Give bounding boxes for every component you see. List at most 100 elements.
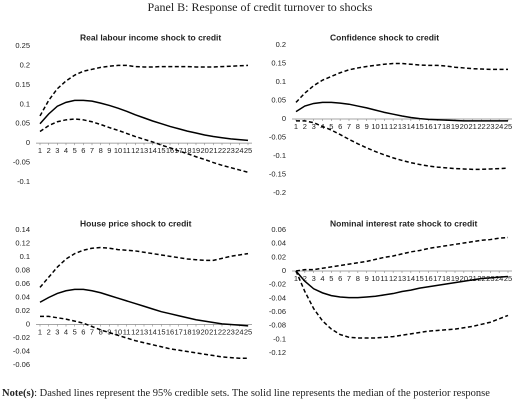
chart-title: Real labour income shock to credit <box>80 32 221 42</box>
median-line <box>39 288 249 327</box>
y-tick-label: 0.2 <box>276 40 286 49</box>
x-tick-label: 16 <box>166 146 174 155</box>
x-tick-label: 21 <box>209 146 217 155</box>
band-line <box>295 270 509 339</box>
x-tick-label: 24 <box>235 327 243 336</box>
y-tick-label: -0.08 <box>269 321 286 330</box>
x-tick-label: 6 <box>81 327 85 336</box>
x-tick-label: 19 <box>451 122 459 131</box>
chart-title: Nominal interest rate shock to credit <box>330 218 478 228</box>
band-line <box>39 246 249 288</box>
x-tick-label: 12 <box>389 122 397 131</box>
x-tick-label: 6 <box>81 146 85 155</box>
y-tick-label: -0.06 <box>13 360 30 369</box>
x-tick-label: 2 <box>47 327 51 336</box>
x-tick-label: 24 <box>495 122 503 131</box>
band-line <box>295 236 509 272</box>
x-tick-label: 9 <box>107 146 111 155</box>
band-line <box>39 118 249 174</box>
x-tick-label: 5 <box>73 146 77 155</box>
x-tick-label: 1 <box>38 146 42 155</box>
y-tick-label: 0.02 <box>15 306 30 315</box>
x-tick-label: 1 <box>38 327 42 336</box>
x-tick-label: 16 <box>424 122 432 131</box>
x-tick-label: 20 <box>460 122 468 131</box>
x-tick-label: 15 <box>415 122 423 131</box>
x-tick-label: 7 <box>90 146 94 155</box>
x-tick-label: 5 <box>329 122 333 131</box>
y-tick-label: -0.12 <box>269 348 286 357</box>
y-tick-label: -0.2 <box>273 188 286 197</box>
y-tick-label: -0.05 <box>269 132 286 141</box>
note-text: : Dashed lines represent the 95% credibl… <box>34 388 490 399</box>
y-tick-label: 0.05 <box>271 95 286 104</box>
x-tick-label: 13 <box>140 327 148 336</box>
x-tick-label: 11 <box>123 327 131 336</box>
y-tick-label: -0.04 <box>13 346 30 355</box>
x-tick-label: 3 <box>55 327 59 336</box>
x-tick-label: 19 <box>192 327 200 336</box>
x-tick-label: 10 <box>371 122 379 131</box>
x-tick-label: 8 <box>99 146 103 155</box>
x-tick-label: 24 <box>235 146 243 155</box>
x-tick-label: 19 <box>451 274 459 283</box>
y-tick-label: 0.1 <box>20 252 30 261</box>
x-tick-label: 22 <box>218 146 226 155</box>
median-line <box>295 270 509 299</box>
y-tick-label: -0.1 <box>17 177 30 186</box>
x-tick-label: 8 <box>356 122 360 131</box>
y-tick-label: -0.15 <box>269 169 286 178</box>
x-tick-label: 20 <box>200 146 208 155</box>
x-tick-label: 15 <box>157 327 165 336</box>
y-tick-label: 0.14 <box>15 225 30 234</box>
y-tick-label: 0 <box>282 266 286 275</box>
x-tick-label: 21 <box>468 274 476 283</box>
x-tick-label: 5 <box>329 274 333 283</box>
x-tick-label: 14 <box>407 122 415 131</box>
y-tick-label: 0 <box>26 319 30 328</box>
x-tick-label: 15 <box>415 274 423 283</box>
y-tick-label: 0.08 <box>15 265 30 274</box>
x-tick-label: 1 <box>294 122 298 131</box>
chart-title: House price shock to credit <box>80 218 192 228</box>
y-tick-label: 0.2 <box>20 60 30 69</box>
x-tick-label: 11 <box>123 146 131 155</box>
y-tick-label: 0.02 <box>271 252 286 261</box>
x-tick-label: 19 <box>192 146 200 155</box>
x-tick-label: 23 <box>226 146 234 155</box>
x-tick-label: 10 <box>114 327 122 336</box>
y-tick-label: 0.04 <box>15 292 30 301</box>
y-tick-label: -0.02 <box>13 333 30 342</box>
x-tick-label: 25 <box>504 122 512 131</box>
x-tick-label: 16 <box>166 327 174 336</box>
x-tick-label: 23 <box>226 327 234 336</box>
x-tick-label: 4 <box>64 327 68 336</box>
median-line <box>295 101 508 122</box>
y-tick-label: 0.06 <box>271 225 286 234</box>
x-tick-label: 8 <box>356 274 360 283</box>
x-tick-label: 13 <box>398 122 406 131</box>
x-tick-label: 21 <box>209 327 217 336</box>
x-tick-label: 16 <box>424 274 432 283</box>
x-tick-label: 22 <box>218 327 226 336</box>
x-tick-label: 4 <box>64 146 68 155</box>
x-tick-label: 25 <box>504 274 512 283</box>
x-tick-label: 2 <box>303 122 307 131</box>
x-tick-label: 25 <box>244 146 252 155</box>
x-tick-label: 14 <box>148 327 156 336</box>
x-tick-label: 6 <box>338 122 342 131</box>
band-line <box>295 62 508 103</box>
note-label: Note(s) <box>2 388 35 399</box>
x-tick-label: 4 <box>320 274 324 283</box>
y-tick-label: -0.05 <box>13 158 30 167</box>
x-tick-label: 15 <box>157 146 165 155</box>
x-tick-label: 23 <box>486 122 494 131</box>
x-tick-label: 12 <box>131 146 139 155</box>
x-tick-label: 17 <box>433 122 441 131</box>
x-tick-label: 20 <box>200 327 208 336</box>
x-tick-label: 7 <box>347 274 351 283</box>
figure-title: Panel B: Response of credit turnover to … <box>148 0 373 14</box>
y-tick-label: 0.25 <box>15 41 30 50</box>
x-tick-label: 8 <box>99 327 103 336</box>
